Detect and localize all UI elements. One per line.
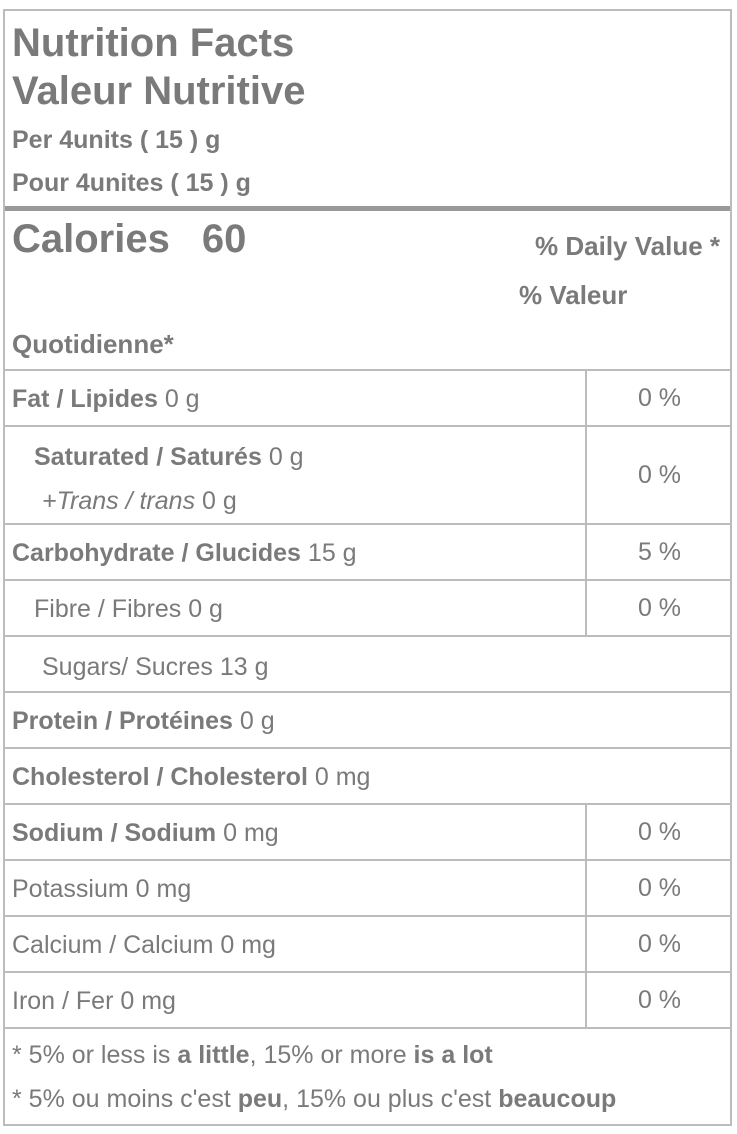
serving-size-french: Pour 4unites ( 15 ) g <box>12 169 251 197</box>
sodium-percent: 0 % <box>585 805 732 859</box>
cholesterol-label: Cholesterol / Cholesterol <box>12 763 308 791</box>
title-french: Valeur Nutritive <box>12 69 306 113</box>
footnote-divider <box>5 1027 730 1029</box>
carbohydrate-amount: 15 g <box>307 539 357 567</box>
potassium-percent: 0 % <box>585 861 732 915</box>
valeur-heading: % Valeur <box>519 280 628 310</box>
fibre-row: Fibre / Fibres 0 g 0 % <box>5 579 730 635</box>
protein-label: Protein / Protéines <box>12 707 233 735</box>
calcium-row: Calcium / Calcium 0 mg 0 % <box>5 915 730 971</box>
protein-amount: 0 g <box>239 707 275 735</box>
calcium-label: Calcium / Calcium 0 mg <box>12 931 276 959</box>
sugars-label: Sugars/ Sucres 13 g <box>42 653 269 681</box>
iron-label: Iron / Fer 0 mg <box>12 987 176 1015</box>
quotidienne-heading: Quotidienne* <box>12 329 174 359</box>
iron-row: Iron / Fer 0 mg 0 % <box>5 971 730 1027</box>
sugars-row: Sugars/ Sucres 13 g <box>5 635 730 691</box>
calories-value: 60 <box>201 217 247 261</box>
carbohydrate-row: Carbohydrate / Glucides 15 g 5 % <box>5 523 730 579</box>
cholesterol-amount: 0 mg <box>314 763 371 791</box>
carbohydrate-percent: 5 % <box>585 525 732 579</box>
saturated-amount: 0 g <box>268 443 304 471</box>
serving-size-english: Per 4units ( 15 ) g <box>12 126 221 154</box>
fibre-label: Fibre / Fibres 0 g <box>34 595 223 623</box>
fat-percent: 0 % <box>585 371 732 425</box>
fibre-percent: 0 % <box>585 581 732 635</box>
carbohydrate-label: Carbohydrate / Glucides <box>12 539 301 567</box>
iron-percent: 0 % <box>585 973 732 1027</box>
title-english: Nutrition Facts <box>12 21 295 65</box>
potassium-row: Potassium 0 mg 0 % <box>5 859 730 915</box>
thick-divider <box>5 206 730 211</box>
daily-value-heading: % Daily Value * <box>535 231 720 261</box>
calories-label: Calories <box>12 217 170 261</box>
saturated-row: Saturated / Saturés 0 g +Trans / trans 0… <box>5 425 730 523</box>
calcium-percent: 0 % <box>585 917 732 971</box>
fat-amount: 0 g <box>164 385 200 413</box>
protein-row: Protein / Protéines 0 g <box>5 691 730 747</box>
nutrition-label: Nutrition Facts Valeur Nutritive Per 4un… <box>3 9 732 1126</box>
calories-line: Calories 60 <box>12 217 246 262</box>
footnote-english: * 5% or less is a little, 15% or more is… <box>12 1041 493 1069</box>
sodium-row: Sodium / Sodium 0 mg 0 % <box>5 803 730 859</box>
saturated-label: Saturated / Saturés <box>34 443 262 471</box>
cholesterol-row: Cholesterol / Cholesterol 0 mg <box>5 747 730 803</box>
fat-label: Fat / Lipides <box>12 385 158 413</box>
fat-row: Fat / Lipides 0 g 0 % <box>5 369 730 425</box>
trans-label: +Trans / trans <box>42 487 196 515</box>
sodium-label: Sodium / Sodium <box>12 819 217 847</box>
saturated-percent: 0 % <box>585 427 732 523</box>
sodium-amount: 0 mg <box>223 819 279 847</box>
footnote-french: * 5% ou moins c'est peu, 15% ou plus c'e… <box>12 1085 617 1113</box>
trans-amount: 0 g <box>202 487 237 515</box>
potassium-label: Potassium 0 mg <box>12 875 192 903</box>
